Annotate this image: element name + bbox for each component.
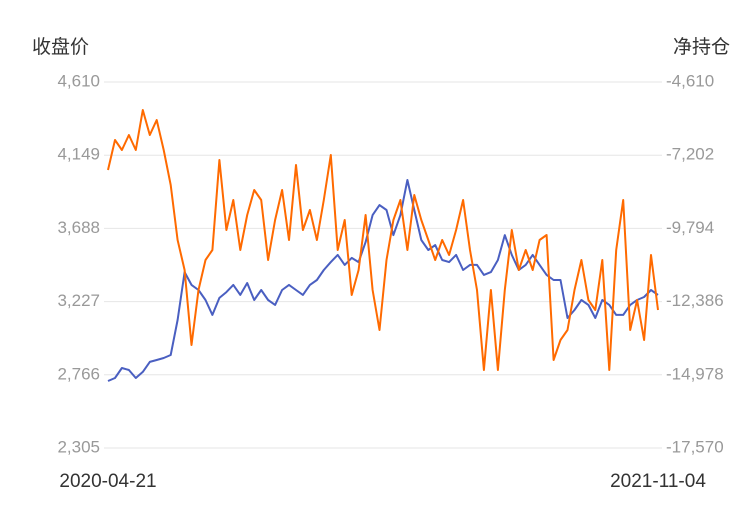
series-line (107, 109, 659, 371)
y2-tick-label: -12,386 (666, 291, 724, 310)
y2-tick-label: -7,202 (666, 145, 714, 164)
y2-axis-title: 净持仓 (673, 36, 730, 58)
y-tick-label: 3,688 (57, 218, 100, 237)
y-tick-label: 4,149 (57, 145, 100, 164)
y2-tick-label: -9,794 (666, 218, 714, 237)
y2-tick-label: -4,610 (666, 71, 714, 90)
y-tick-label: 4,610 (57, 71, 100, 90)
y-tick-label: 3,227 (57, 291, 100, 310)
y2-tick-label: -14,978 (666, 364, 724, 383)
y2-tick-label: -17,570 (666, 437, 724, 456)
x-tick-label: 2021-11-04 (610, 471, 706, 492)
y-axis-title: 收盘价 (32, 36, 89, 58)
series-line (107, 179, 659, 382)
y-tick-label: 2,305 (57, 437, 100, 456)
y-tick-label: 2,766 (57, 364, 100, 383)
x-tick-label: 2020-04-21 (59, 471, 156, 492)
